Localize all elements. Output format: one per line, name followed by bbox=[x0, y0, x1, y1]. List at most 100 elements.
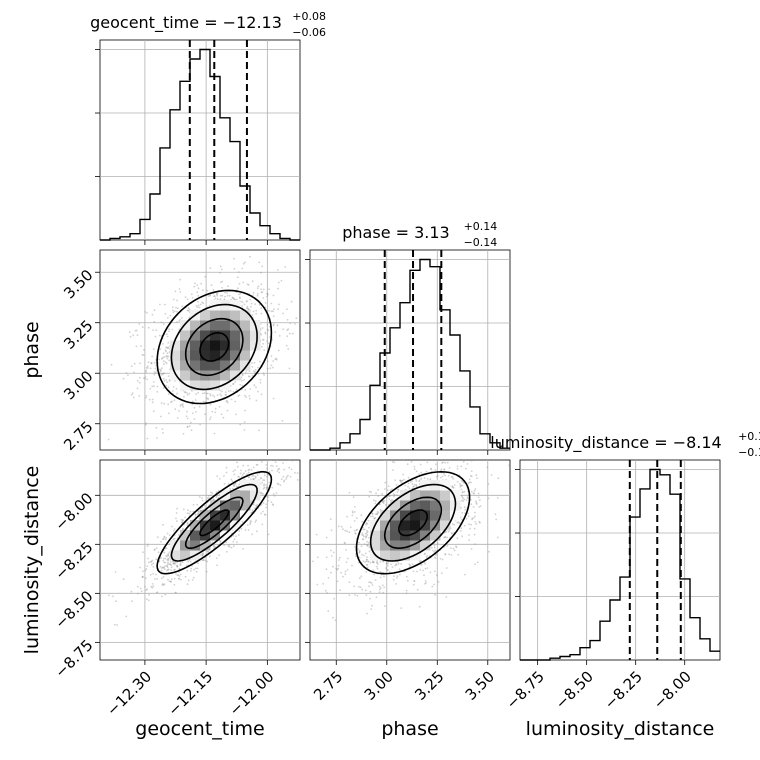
sample-point bbox=[238, 293, 240, 296]
sample-point bbox=[452, 486, 455, 489]
sample-point bbox=[246, 306, 249, 309]
sample-point bbox=[342, 575, 344, 578]
tick-label-x: −12.30 bbox=[103, 668, 155, 720]
sample-point bbox=[254, 521, 257, 523]
sample-point bbox=[160, 358, 163, 360]
sample-point bbox=[228, 545, 231, 548]
sample-point bbox=[456, 480, 459, 483]
sample-point bbox=[175, 591, 177, 594]
sample-point bbox=[256, 463, 259, 466]
density-cell bbox=[230, 360, 241, 371]
sample-point bbox=[364, 561, 367, 563]
sample-point bbox=[434, 570, 436, 573]
tick-label-x: −8.25 bbox=[601, 668, 646, 713]
sample-point bbox=[155, 573, 157, 576]
sample-point bbox=[184, 296, 187, 298]
sample-point bbox=[423, 457, 425, 459]
sample-point bbox=[218, 478, 221, 480]
sample-point bbox=[368, 581, 370, 584]
sample-point bbox=[361, 553, 363, 556]
sample-point bbox=[406, 463, 409, 466]
sample-point bbox=[113, 623, 116, 626]
sample-point bbox=[277, 483, 280, 486]
sample-point bbox=[274, 331, 277, 333]
sample-point bbox=[240, 376, 243, 379]
sample-point bbox=[251, 314, 254, 316]
sample-point bbox=[422, 569, 425, 572]
sample-point bbox=[266, 486, 269, 489]
sample-point bbox=[244, 409, 247, 412]
sample-point bbox=[134, 329, 137, 332]
sample-point bbox=[361, 534, 363, 536]
density-cell bbox=[170, 350, 181, 361]
sample-point bbox=[358, 556, 361, 559]
sample-point bbox=[249, 388, 252, 390]
sample-point bbox=[361, 588, 364, 591]
sample-point bbox=[459, 482, 461, 485]
sample-point bbox=[372, 561, 375, 564]
panel-hist-luminosity_distance: luminosity_distance = −8.14+0.12−0.14 bbox=[490, 430, 760, 661]
sample-point bbox=[263, 486, 266, 489]
sample-point bbox=[211, 410, 214, 413]
sample-point bbox=[453, 549, 456, 552]
sample-point bbox=[360, 514, 363, 517]
sample-point bbox=[155, 547, 158, 550]
sample-point bbox=[456, 521, 459, 524]
sample-point bbox=[158, 334, 161, 337]
title-text: geocent_time = −12.13 bbox=[90, 13, 282, 33]
sample-point bbox=[382, 560, 385, 563]
sample-point bbox=[185, 415, 188, 418]
sample-point bbox=[198, 518, 201, 521]
sample-point bbox=[379, 588, 381, 591]
sample-point bbox=[433, 583, 435, 586]
sample-point bbox=[127, 374, 129, 376]
density-cell bbox=[170, 370, 181, 381]
sample-point bbox=[122, 377, 125, 380]
sample-point bbox=[415, 484, 418, 487]
sample-point bbox=[175, 387, 178, 390]
sample-point bbox=[224, 393, 227, 396]
sample-point bbox=[327, 577, 330, 579]
sample-point bbox=[446, 545, 449, 547]
sample-point bbox=[474, 515, 476, 518]
sample-point bbox=[460, 494, 463, 497]
sample-point bbox=[363, 543, 366, 545]
sample-point bbox=[448, 553, 450, 556]
sample-point bbox=[373, 561, 375, 564]
sample-point bbox=[225, 393, 228, 396]
sample-point bbox=[291, 332, 294, 335]
sample-point bbox=[164, 349, 167, 352]
sample-point bbox=[212, 545, 215, 547]
sample-point bbox=[270, 364, 273, 367]
sample-point bbox=[204, 275, 207, 278]
sample-point bbox=[266, 295, 268, 298]
sample-point bbox=[472, 517, 475, 519]
sample-point bbox=[283, 468, 286, 471]
sample-point bbox=[167, 355, 170, 358]
sample-point bbox=[424, 562, 426, 565]
sample-point bbox=[413, 465, 416, 468]
sample-point bbox=[135, 329, 138, 332]
sample-point bbox=[246, 300, 248, 302]
sample-point bbox=[198, 306, 201, 309]
sample-point bbox=[114, 571, 117, 573]
sample-point bbox=[267, 342, 270, 344]
sample-point bbox=[241, 373, 244, 376]
sample-point bbox=[377, 495, 380, 497]
sample-point bbox=[382, 591, 384, 594]
density-cell bbox=[190, 360, 201, 371]
sample-point bbox=[348, 581, 351, 584]
sample-point bbox=[163, 583, 166, 586]
sample-point bbox=[466, 463, 469, 465]
sample-point bbox=[375, 562, 378, 564]
sample-point bbox=[390, 563, 392, 566]
sample-point bbox=[441, 475, 444, 478]
sample-point bbox=[191, 579, 194, 581]
sample-point bbox=[235, 535, 237, 538]
sample-point bbox=[270, 310, 273, 313]
sample-point bbox=[305, 347, 307, 349]
sample-point bbox=[241, 473, 244, 476]
panel-frame bbox=[99, 39, 301, 241]
sample-point bbox=[369, 561, 372, 564]
density-cell bbox=[440, 500, 451, 511]
